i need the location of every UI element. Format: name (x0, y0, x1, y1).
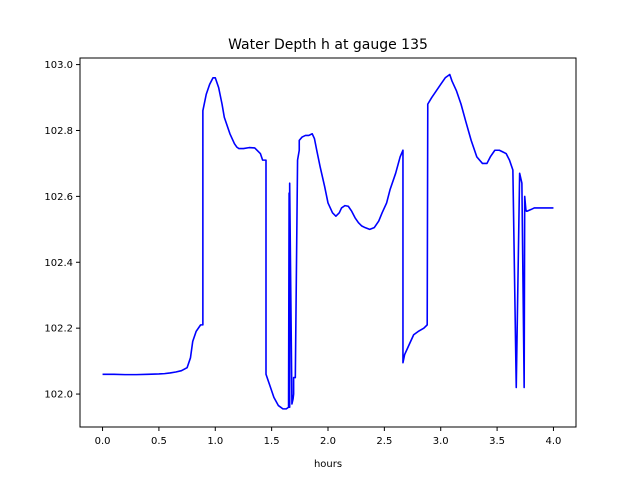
axes-frame (79, 57, 577, 428)
y-tick-label: 102.2 (44, 324, 73, 335)
y-tick-label: 102.8 (44, 126, 73, 137)
x-tick-label: 2.0 (320, 436, 336, 447)
chart-title: Water Depth h at gauge 135 (228, 37, 428, 53)
x-tick-label: 1.5 (264, 436, 280, 447)
y-tick-label: 102.4 (44, 258, 73, 269)
x-tick-label: 0.5 (151, 436, 167, 447)
x-tick-label: 1.0 (207, 436, 223, 447)
x-axis: 0.0 0.5 1.0 1.5 2.0 2.5 3.0 3.5 4.0 (95, 427, 562, 447)
series-line-0 (102, 73, 554, 410)
x-tick-label: 3.5 (489, 436, 505, 447)
x-tick-label: 2.5 (376, 436, 392, 447)
y-tick-label: 103.0 (44, 60, 73, 71)
plot-area (102, 73, 554, 410)
x-tick-label: 0.0 (95, 436, 111, 447)
y-tick-label: 102.0 (44, 390, 73, 401)
x-tick-label: 4.0 (546, 436, 562, 447)
y-tick-label: 102.6 (44, 192, 73, 203)
x-tick-label: 3.0 (433, 436, 449, 447)
y-axis: 102.0 102.2 102.4 102.6 102.8 103.0 (44, 60, 80, 401)
x-axis-label: hours (314, 459, 342, 470)
